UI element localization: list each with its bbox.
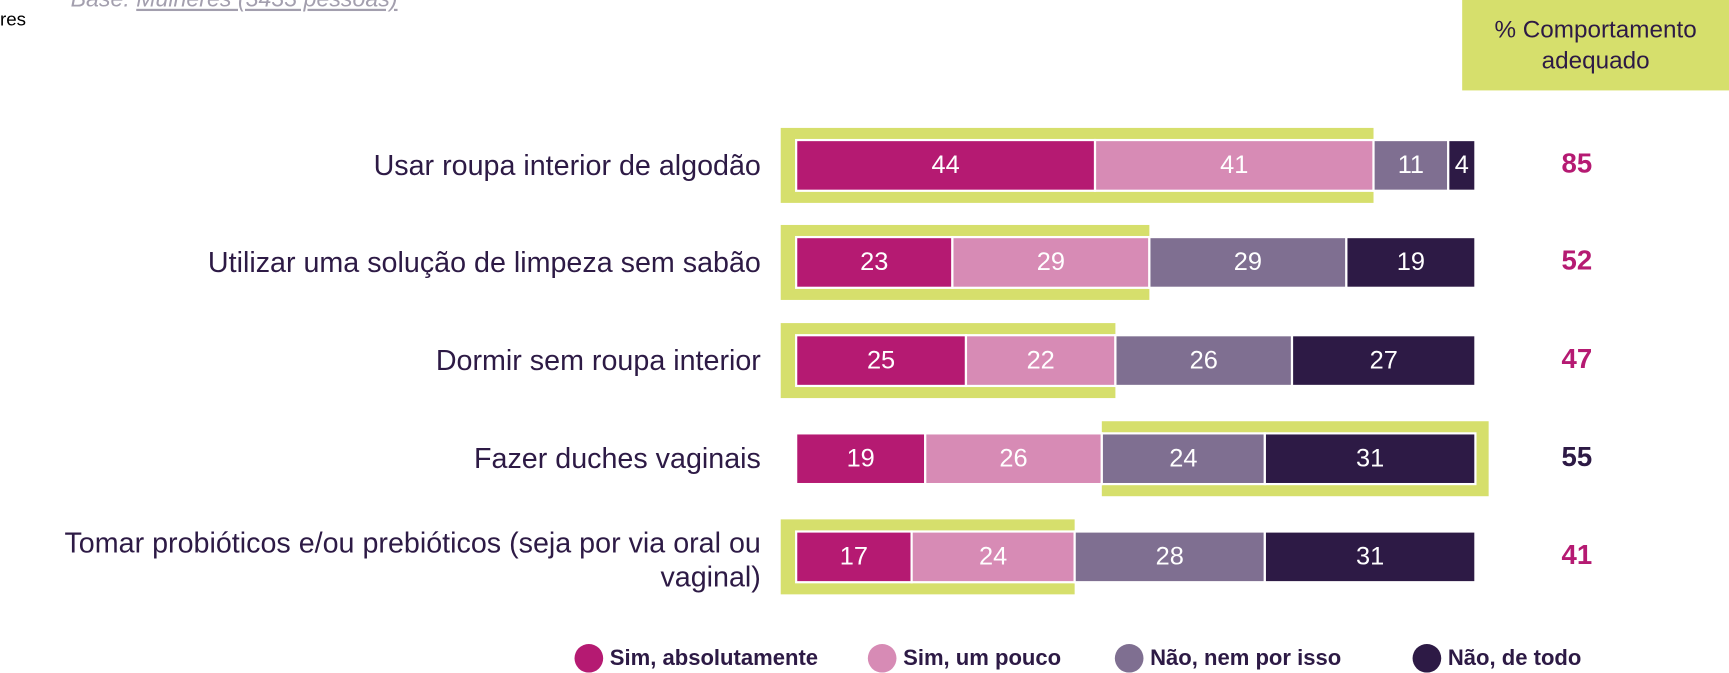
- segment-label: 19: [1397, 248, 1425, 276]
- legend-swatch: [574, 643, 604, 673]
- bar-segment: [795, 138, 1097, 192]
- bar-segment: [795, 432, 927, 486]
- bar-segment: [1345, 235, 1477, 289]
- total-label: 47: [1562, 343, 1593, 374]
- total-header: % Comportamento adequado: [1462, 0, 1729, 91]
- segment-label: 24: [979, 543, 1007, 571]
- total-label: 41: [1562, 539, 1593, 570]
- total-label: 55: [1562, 441, 1593, 472]
- category-label: Usar roupa interior de algodão: [373, 148, 761, 182]
- segment-label: 26: [999, 445, 1027, 473]
- segment-label: 26: [1190, 346, 1218, 374]
- bar-segment: [1290, 334, 1477, 388]
- segment-label: 29: [1037, 248, 1065, 276]
- base-value: Mulheres (3433 pessoas): [136, 0, 397, 12]
- bar-segment: [1263, 432, 1477, 486]
- segment-label: 11: [1398, 151, 1424, 179]
- legend-label: Sim, um pouco: [903, 645, 1061, 670]
- legend-label: Não, de todo: [1448, 645, 1582, 670]
- segment-label: 25: [867, 346, 895, 374]
- segment-label: 28: [1156, 543, 1184, 571]
- bar-segment: [795, 235, 954, 289]
- segment-label: 4: [1455, 151, 1469, 179]
- bar-segment: [1100, 432, 1266, 486]
- segment-label: 17: [840, 543, 868, 571]
- segment-label: 22: [1027, 346, 1055, 374]
- category-label: Tomar probióticos e/ou prebióticos (seja…: [64, 525, 761, 594]
- segment-label: 29: [1234, 248, 1262, 276]
- base-label: Base:: [71, 0, 130, 12]
- bar-segment: [910, 530, 1076, 584]
- bar-segment: [951, 235, 1151, 289]
- legend-swatch: [1412, 643, 1442, 673]
- legend-label: Não, nem por isso: [1150, 645, 1341, 670]
- bar-segment: [1263, 530, 1477, 584]
- segment-label: 23: [860, 248, 888, 276]
- bar-segment: [1093, 138, 1375, 192]
- bar-segment: [1148, 235, 1348, 289]
- segment-label: 41: [1220, 151, 1248, 179]
- fragment: res: [0, 8, 27, 30]
- bar-segment: [1372, 138, 1450, 192]
- legend-swatch: [1114, 643, 1144, 673]
- bar-segment: [1447, 138, 1477, 192]
- segment-label: 19: [847, 445, 875, 473]
- segment-label: 44: [931, 151, 959, 179]
- segment-label: 27: [1370, 346, 1398, 374]
- segment-label: 24: [1169, 445, 1197, 473]
- segment-label: 31: [1356, 543, 1384, 571]
- category-label: Utilizar uma solução de limpeza sem sabã…: [207, 245, 761, 279]
- base-note: Base: Mulheres (3433 pessoas): [71, 0, 398, 13]
- bar-segment: [1073, 530, 1266, 584]
- category-label: Fazer duches vaginais: [474, 441, 761, 475]
- total-label: 52: [1562, 245, 1593, 276]
- legend-label: Sim, absolutamente: [610, 645, 818, 670]
- bar-segment: [795, 530, 913, 584]
- category-label: Dormir sem roupa interior: [435, 343, 761, 377]
- bar-segment: [964, 334, 1117, 388]
- total-label: 85: [1562, 148, 1593, 179]
- segment-label: 31: [1356, 445, 1384, 473]
- legend-swatch: [867, 643, 897, 673]
